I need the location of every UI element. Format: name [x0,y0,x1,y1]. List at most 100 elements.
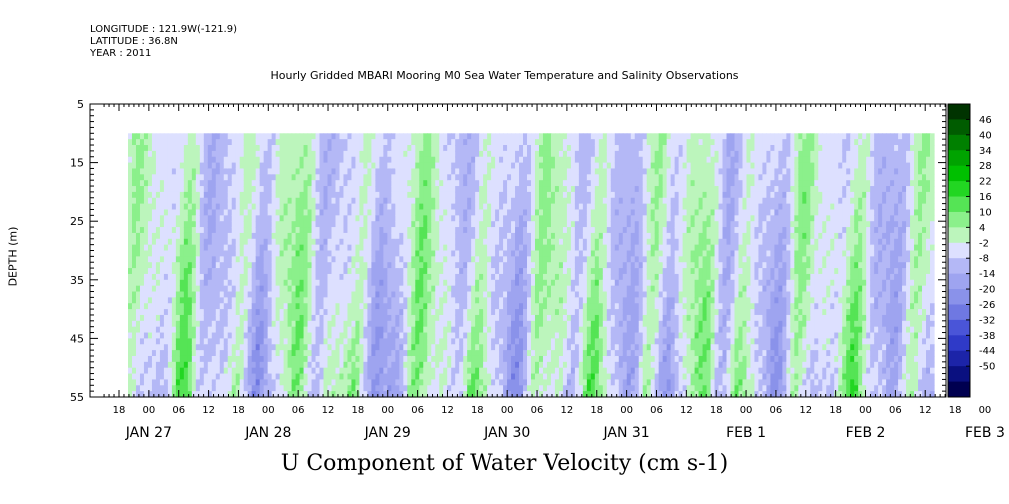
heatmap-cell [443,232,448,240]
heatmap-cell [179,355,185,363]
heatmap-cell [367,162,372,170]
heatmap-cell [171,227,177,234]
heatmap-cell [215,168,221,175]
heatmap-cell [475,361,480,369]
heatmap-cell [275,262,281,269]
heatmap-cell [143,309,149,316]
heatmap-cell [219,139,225,146]
heatmap-cell [335,279,341,287]
heatmap-cell [399,221,404,228]
heatmap-cell [203,338,209,345]
heatmap-cell [499,279,504,287]
heatmap-cell [475,221,480,228]
heatmap-cell [483,150,488,158]
heatmap-cell [279,221,285,228]
heatmap-cell [403,309,408,316]
heatmap-cell [411,238,416,246]
heatmap-cell [223,145,229,152]
heatmap-cell [566,133,572,140]
heatmap-cell [395,385,400,392]
heatmap-cell [407,191,412,199]
heatmap-cell [463,238,468,246]
heatmap-cell [471,385,476,392]
heatmap-cell [467,268,472,275]
heatmap-cell [128,355,133,363]
heatmap-cell [403,391,408,398]
heatmap-cell [383,262,388,269]
heatmap-cell [243,145,249,152]
heatmap-cell [187,361,193,369]
heatmap-cell [231,373,237,381]
heatmap-cell [251,326,257,334]
heatmap-cell [515,232,520,240]
heatmap-cell [128,338,133,345]
heatmap-cell [371,385,376,392]
heatmap-cell [139,297,145,304]
heatmap-cell [167,256,173,263]
heatmap-cell [459,215,464,222]
heatmap-cell [483,273,488,281]
heatmap-cell [139,191,145,199]
heatmap-cell [459,361,464,369]
heatmap-cell [511,256,516,263]
heatmap-cell [331,156,337,164]
heatmap-cell [483,332,488,339]
heatmap-cell [515,320,520,328]
heatmap-cell [323,197,329,205]
heatmap-cell [379,285,384,293]
heatmap-cell [395,191,400,199]
heatmap-cell [187,268,193,275]
heatmap-cell [339,297,345,304]
heatmap-cell [546,350,552,357]
heatmap-cell [435,268,440,275]
heatmap-cell [343,332,349,339]
heatmap-cell [550,391,556,398]
heatmap-cell [295,238,301,246]
heatmap-cell [367,314,372,322]
heatmap-cell [534,156,540,164]
heatmap-cell [427,332,432,339]
heatmap-cell [355,268,361,275]
heatmap-cell [151,309,157,316]
heatmap-cell [199,326,205,334]
heatmap-cell [287,197,293,205]
heatmap-cell [131,209,137,216]
heatmap-cell [179,344,185,351]
heatmap-cell [503,350,508,357]
heatmap-cell [323,350,329,357]
heatmap-cell [455,191,460,199]
heatmap-cell [159,256,165,263]
heatmap-cell [495,139,500,146]
heatmap-cell [503,162,508,170]
heatmap-cell [411,162,416,170]
heatmap-cell [562,379,568,386]
heatmap-cell [379,227,384,234]
heatmap-cell [511,361,516,369]
heatmap-cell [542,279,548,287]
heatmap-cell [147,279,153,287]
heatmap-cell [383,373,388,381]
heatmap-cell [335,273,341,281]
heatmap-cell [243,244,249,252]
heatmap-cell [207,291,213,298]
heatmap-cell [151,215,157,222]
heatmap-cell [187,326,193,334]
heatmap-cell [283,268,289,275]
heatmap-cell [550,320,556,328]
heatmap-cell [163,279,169,287]
heatmap-cell [467,186,472,193]
heatmap-cell [299,361,305,369]
heatmap-cell [335,227,341,234]
heatmap-cell [295,139,301,146]
heatmap-cell [542,186,548,193]
heatmap-cell [251,209,257,216]
heatmap-cell [554,250,560,257]
heatmap-cell [367,133,372,140]
heatmap-cell [247,373,253,381]
heatmap-cell [215,355,221,363]
heatmap-cell [199,150,205,158]
heatmap-cell [391,344,396,351]
heatmap-cell [171,367,177,375]
heatmap-cell [163,309,169,316]
heatmap-cell [538,285,544,293]
